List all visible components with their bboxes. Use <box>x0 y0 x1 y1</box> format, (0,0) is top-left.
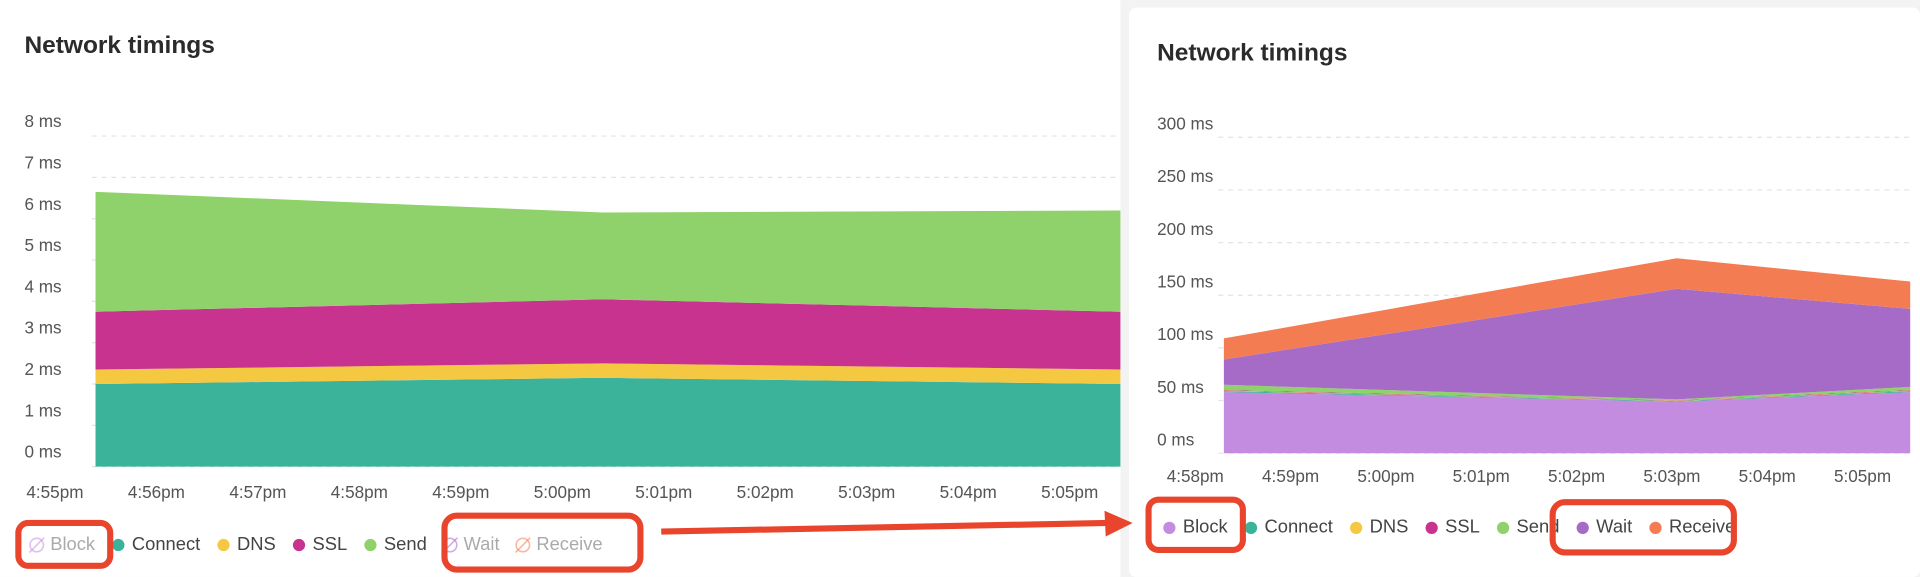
x-tick-label: 5:04pm <box>940 482 997 502</box>
x-tick-label: 5:04pm <box>1739 466 1796 486</box>
legend-label[interactable]: DNS <box>237 533 276 554</box>
x-tick-label: 5:02pm <box>737 482 794 502</box>
legend-label[interactable]: Wait <box>1596 516 1632 537</box>
legend-icon <box>292 538 306 552</box>
x-tick-label: 4:59pm <box>1262 466 1319 486</box>
legend-label[interactable]: Connect <box>132 533 200 554</box>
area-series <box>1223 392 1911 454</box>
highlight-box <box>1549 499 1737 556</box>
area-series <box>1223 258 1911 360</box>
legend-label[interactable]: Connect <box>1264 516 1332 537</box>
legend-label[interactable]: Receive <box>536 533 602 554</box>
y-tick-label: 4 ms <box>24 276 61 296</box>
x-tick-label: 5:00pm <box>1357 466 1414 486</box>
annotations <box>15 496 1737 573</box>
legend-icon <box>1496 521 1510 535</box>
y-tick-label: 0 ms <box>1157 429 1194 449</box>
legend-icon <box>1576 521 1589 535</box>
arrow-line <box>661 519 1109 535</box>
area-series <box>95 363 1121 385</box>
x-tick-label: 4:58pm <box>331 482 388 502</box>
y-tick-label: 250 ms <box>1157 166 1213 186</box>
x-tick-label: 5:05pm <box>1834 466 1891 486</box>
highlight-box <box>441 512 644 573</box>
legend-icon <box>1649 521 1662 535</box>
y-tick-label: 2 ms <box>24 359 61 379</box>
legend-icon-off <box>28 537 45 553</box>
y-tick-label: 8 ms <box>24 111 61 131</box>
legend-icon <box>1244 521 1258 535</box>
legend-icon-off <box>515 537 531 553</box>
y-tick-label: 0 ms <box>24 442 61 462</box>
y-tick-label: 100 ms <box>1157 324 1213 344</box>
x-tick-label: 5:02pm <box>1548 466 1605 486</box>
y-tick-label: 200 ms <box>1157 219 1213 239</box>
chart-title: Network timings <box>24 32 214 59</box>
legend-label[interactable]: Wait <box>464 533 500 554</box>
y-tick-label: 300 ms <box>1157 114 1213 134</box>
legend-label[interactable]: Send <box>384 533 427 554</box>
x-tick-label: 5:05pm <box>1041 482 1098 502</box>
y-tick-label: 50 ms <box>1157 377 1204 397</box>
highlight-box <box>1145 496 1246 553</box>
x-tick-label: 4:59pm <box>432 482 489 502</box>
area-series <box>95 377 1121 467</box>
legend-label[interactable]: SSL <box>1445 516 1480 537</box>
legend-icon <box>1425 521 1438 535</box>
x-tick-label: 5:01pm <box>1453 466 1510 486</box>
legend-label[interactable]: Receive <box>1669 516 1735 537</box>
legend-icon <box>1163 521 1176 535</box>
x-tick-label: 5:00pm <box>534 482 591 502</box>
arrow-head <box>1104 510 1133 537</box>
legend-label[interactable]: Block <box>50 533 96 554</box>
y-tick-label: 6 ms <box>24 194 61 214</box>
y-tick-label: 3 ms <box>24 318 61 338</box>
area-series <box>1223 288 1911 400</box>
y-tick-label: 5 ms <box>24 235 61 255</box>
chart-title: Network timings <box>1157 39 1347 66</box>
legend-label[interactable]: Send <box>1517 516 1560 537</box>
highlight-box <box>15 519 114 569</box>
x-tick-label: 4:55pm <box>26 482 83 502</box>
charts: Network timings 0 ms 1 ms 2 ms 3 ms 4 ms 5 ms 6… <box>24 32 1911 554</box>
area-series <box>1223 391 1911 402</box>
legend-icon-off <box>514 537 531 553</box>
area-series <box>95 299 1121 370</box>
x-tick-label: 5:01pm <box>635 482 692 502</box>
y-tick-label: 7 ms <box>24 152 61 172</box>
area-series <box>95 191 1121 312</box>
x-tick-label: 4:57pm <box>229 482 286 502</box>
legend-icon <box>217 538 230 552</box>
x-tick-label: 4:56pm <box>128 482 185 502</box>
legend-label[interactable]: DNS <box>1370 516 1409 537</box>
x-tick-label: 4:58pm <box>1167 466 1224 486</box>
y-tick-label: 150 ms <box>1157 272 1213 292</box>
legend-icon <box>1350 521 1363 535</box>
legend-label[interactable]: SSL <box>312 533 347 554</box>
legend-label[interactable]: Block <box>1183 516 1229 537</box>
x-tick-label: 5:03pm <box>838 482 895 502</box>
legend-icon-off <box>29 537 45 553</box>
x-tick-label: 5:03pm <box>1643 466 1700 486</box>
y-tick-label: 1 ms <box>24 400 61 420</box>
area-series <box>1223 384 1911 401</box>
legend-icon <box>364 538 377 552</box>
legend-icon <box>112 538 125 552</box>
